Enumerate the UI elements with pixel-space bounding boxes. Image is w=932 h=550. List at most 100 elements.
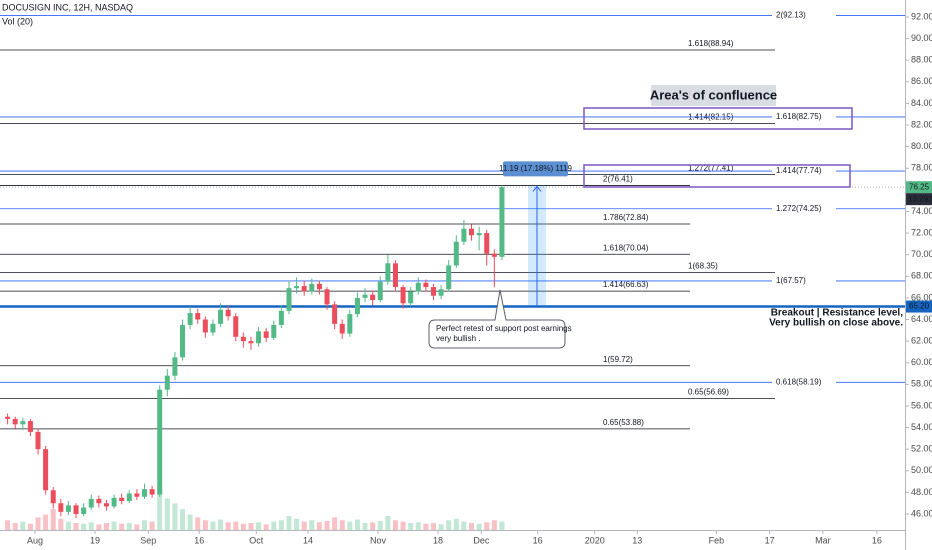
- measure-label-bg: [503, 161, 568, 177]
- fib-level-label: 1.618(70.04): [603, 243, 649, 252]
- volume-bar: [187, 514, 193, 530]
- volume-bar: [453, 518, 459, 530]
- y-tick-label: 80.00: [911, 141, 932, 151]
- volume-bar: [271, 521, 277, 530]
- last-price-label: 76.25: [909, 182, 930, 191]
- volume-bar: [119, 523, 125, 530]
- candle-body: [271, 324, 277, 338]
- volume-bar: [88, 522, 94, 530]
- candle-body: [294, 286, 300, 289]
- y-tick-label: 86.00: [911, 76, 932, 86]
- volume-bar: [430, 523, 436, 530]
- candle-body: [256, 331, 262, 344]
- candle-body: [446, 265, 452, 290]
- fib-level-label: 0.65(56.69): [688, 388, 729, 397]
- candle-body: [210, 323, 216, 333]
- x-tick-label: Nov: [370, 535, 387, 545]
- volume-bar: [50, 509, 56, 530]
- volume-bar: [225, 522, 231, 530]
- volume-bar: [172, 503, 178, 530]
- volume-bar: [126, 523, 132, 530]
- candle-body: [111, 497, 117, 507]
- volume-bar: [240, 523, 246, 530]
- candle-body: [119, 497, 125, 502]
- x-tick-label: 16: [872, 535, 882, 545]
- y-tick-label: 88.00: [911, 55, 932, 65]
- confluence-box: [583, 107, 853, 130]
- x-tick-label: 2020: [585, 535, 605, 545]
- candle-body: [50, 490, 56, 504]
- volume-bar: [218, 519, 224, 530]
- candle-body: [134, 493, 140, 497]
- fib-level-label: 1.414(77.74): [776, 166, 822, 175]
- candle-body: [453, 241, 459, 266]
- volume-bar: [65, 521, 71, 530]
- candle-body: [354, 297, 360, 315]
- volume-bar: [461, 521, 467, 530]
- volume-bar: [400, 521, 406, 530]
- fib-level-label: 1.618(82.75): [776, 112, 822, 121]
- volume-bar: [141, 520, 147, 530]
- callout-text: Perfect retest of support post earnings: [436, 324, 572, 333]
- candle-body: [240, 336, 246, 342]
- volume-bar: [111, 521, 117, 530]
- volume-bar: [294, 518, 300, 530]
- y-tick-label: 70.00: [911, 249, 932, 259]
- volume-bar: [286, 516, 292, 530]
- candle-body: [195, 313, 201, 320]
- candle-body: [339, 323, 345, 334]
- candle-body: [65, 505, 71, 512]
- volume-bar: [446, 520, 452, 530]
- y-tick-label: 78.00: [911, 163, 932, 173]
- x-tick-label: Sep: [140, 535, 156, 545]
- candle-body: [324, 289, 330, 305]
- volume-bar: [43, 514, 49, 530]
- y-tick-label: 54.00: [911, 422, 932, 432]
- candles-layer: [5, 185, 505, 519]
- y-tick-label: 56.00: [911, 400, 932, 410]
- volume-bar: [316, 522, 322, 530]
- candle-body: [408, 291, 414, 304]
- y-tick-label: 90.00: [911, 33, 932, 43]
- volume-bar: [58, 518, 64, 530]
- y-tick-label: 84.00: [911, 98, 932, 108]
- callout-bubble: [428, 289, 566, 349]
- volume-bar: [195, 517, 201, 530]
- callout-text: very bullish .: [436, 334, 480, 343]
- candle-body: [347, 314, 353, 334]
- fib-level-label: 1(68.35): [688, 262, 718, 271]
- volume-bar: [278, 520, 284, 530]
- confluence-label-bg: [651, 85, 776, 106]
- fib-level-label: 0.618(58.19): [776, 377, 822, 386]
- x-tick-label: 19: [90, 535, 100, 545]
- x-tick-label: 17: [765, 535, 775, 545]
- candle-body: [484, 233, 490, 254]
- volume-bar: [339, 520, 345, 530]
- fib-level-label: 2(76.41): [603, 175, 633, 184]
- candle-body: [301, 286, 307, 292]
- breakout-note: Breakout | Resistance level,: [771, 308, 904, 319]
- fib-level-label: 1.618(88.94): [688, 39, 734, 48]
- volume-bar: [385, 516, 391, 530]
- candle-body: [377, 281, 383, 301]
- candle-body: [491, 253, 497, 257]
- volume-bar: [73, 523, 79, 530]
- y-tick-label: 60.00: [911, 357, 932, 367]
- volume-indicator: Vol (20): [2, 16, 33, 26]
- measure-label: 11.19 (17.18%) 1119: [499, 164, 572, 173]
- candle-body: [370, 294, 376, 301]
- volume-bar: [103, 523, 109, 530]
- x-tick-label: 13: [632, 535, 642, 545]
- y-tick-label: 64.00: [911, 314, 932, 324]
- volume-bar: [324, 520, 330, 530]
- volume-bar: [362, 523, 368, 530]
- volume-bar: [408, 523, 414, 530]
- volume-bar: [180, 509, 186, 530]
- confluence-label: Area's of confluence: [650, 87, 777, 102]
- breakout-price-label: 65.20: [909, 302, 930, 311]
- volume-bar: [377, 520, 383, 530]
- x-tick-label: 16: [194, 535, 204, 545]
- candle-body: [58, 503, 64, 512]
- candle-body: [423, 282, 429, 288]
- fib-level-label: 2(92.13): [776, 11, 806, 20]
